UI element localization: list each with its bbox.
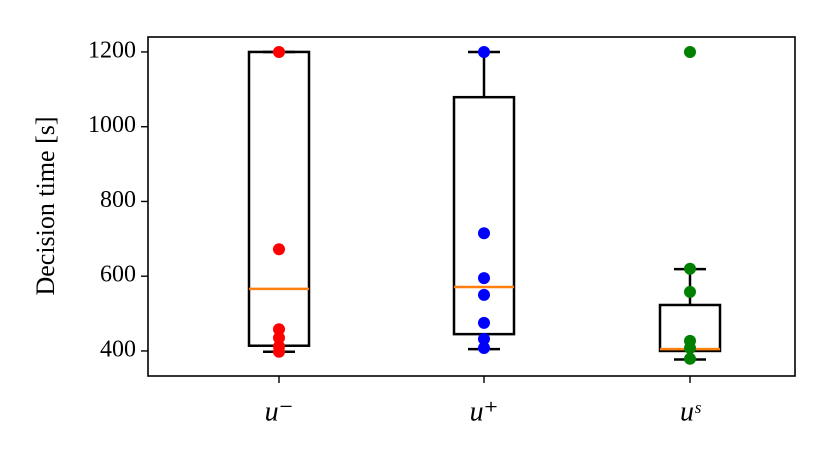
x-tick-label: u⁻ — [265, 396, 294, 427]
x-tick-label: uˢ — [680, 396, 701, 427]
data-point — [478, 227, 490, 240]
data-point — [478, 316, 490, 329]
x-tick-label: u⁺ — [470, 396, 499, 427]
data-point — [684, 262, 696, 275]
y-axis-label: Decision time [s] — [31, 116, 60, 295]
y-tick-label: 400 — [100, 336, 136, 362]
data-point — [478, 272, 490, 285]
data-point — [684, 285, 696, 298]
y-tick-label: 600 — [100, 262, 136, 288]
y-tick-label: 1000 — [88, 112, 136, 138]
data-point — [273, 243, 285, 256]
data-point — [273, 331, 285, 344]
axes-frame — [147, 36, 796, 377]
data-point — [478, 288, 490, 301]
data-point — [684, 45, 696, 58]
data-point — [684, 352, 696, 365]
data-point — [684, 341, 696, 354]
y-tick-label: 1200 — [88, 37, 136, 63]
y-tick-label: 800 — [100, 187, 136, 213]
data-point — [478, 45, 490, 58]
data-point — [478, 332, 490, 345]
data-point — [478, 341, 490, 354]
data-point — [273, 45, 285, 58]
data-point — [273, 345, 285, 358]
data-point — [273, 323, 285, 336]
box — [247, 50, 311, 347]
